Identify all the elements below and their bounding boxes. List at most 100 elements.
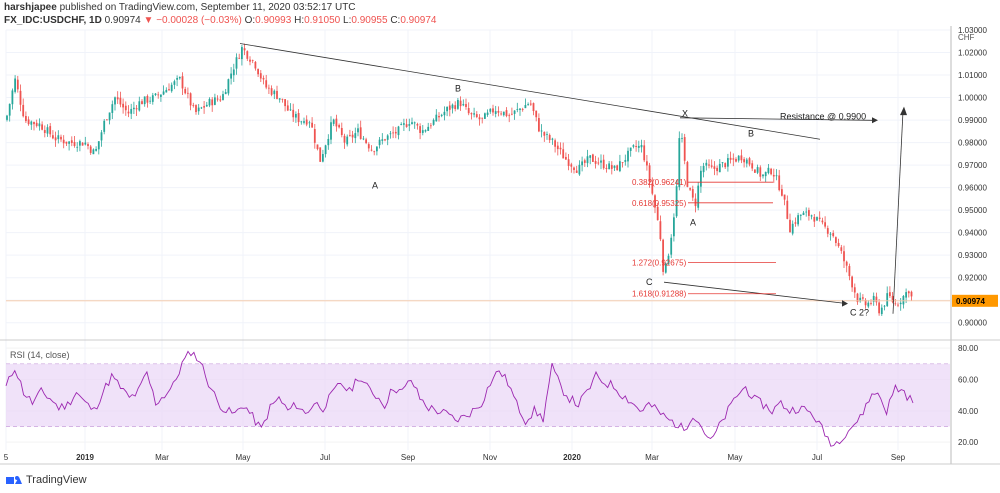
candle-body <box>713 166 716 169</box>
candle-body <box>775 175 778 177</box>
candle-body <box>613 165 616 168</box>
candle-body <box>718 163 721 173</box>
candle-body <box>829 233 832 235</box>
fib-level-label: 1.272(0.92675) <box>632 259 687 268</box>
candle-body <box>135 108 138 110</box>
candle-body <box>651 183 654 194</box>
candle-body <box>794 222 797 224</box>
candle-body <box>427 126 430 131</box>
candle-body <box>119 97 122 105</box>
candle-body <box>243 48 246 51</box>
rsi-band-fill <box>6 363 950 427</box>
candle-body <box>729 157 732 160</box>
candle-body <box>659 221 662 240</box>
candle-body <box>222 94 224 100</box>
candle-body <box>421 130 424 133</box>
candle-body <box>832 233 835 237</box>
candle-body <box>41 124 43 130</box>
candle-body <box>597 162 600 164</box>
candle-body <box>875 296 878 303</box>
candle-body <box>894 303 897 305</box>
candle-body <box>862 297 864 299</box>
candle-body <box>214 97 216 105</box>
candle-body <box>573 167 575 171</box>
candle-body <box>362 138 365 140</box>
time-axis[interactable]: 5 2019 Mar May Jul Sep Nov 2020 Mar May Jul Sep <box>4 453 906 462</box>
price-change: ▼ −0.00028 (−0.03%) <box>143 15 242 26</box>
candle-body <box>454 105 457 110</box>
high-label: H: <box>294 15 305 26</box>
candle-body <box>654 195 656 208</box>
candle-body <box>489 108 492 112</box>
candle-body <box>181 76 184 89</box>
candle-body <box>710 165 713 167</box>
candle-body <box>305 119 308 125</box>
candle-body <box>73 141 76 146</box>
candle-body <box>295 113 297 118</box>
candle-body <box>386 135 389 140</box>
candle-body <box>343 135 346 143</box>
close-value: 0.90974 <box>400 15 437 26</box>
candle-body <box>440 114 443 116</box>
candle-body <box>384 139 386 141</box>
candle-body <box>122 103 124 108</box>
candle-body <box>816 217 818 221</box>
candle-body <box>197 107 200 112</box>
candle-body <box>211 99 214 106</box>
time-tick-label: Sep <box>401 453 416 462</box>
candle-body <box>238 57 241 59</box>
candle-body <box>168 89 170 91</box>
candle-body <box>297 112 300 123</box>
candle-body <box>446 106 448 112</box>
candle-body <box>556 145 559 150</box>
candle-body <box>605 167 608 169</box>
time-tick-label: Nov <box>483 453 497 462</box>
candle-body <box>818 217 821 219</box>
rsi-indicator: RSI (14, close) <box>5 350 914 447</box>
fib-level-label: 0.618(0.95325) <box>632 199 687 208</box>
ohlc-legend: FX_IDC:USDCHF, 1D 0.90974 ▼ −0.00028 (−0… <box>4 15 436 26</box>
candle-body <box>856 293 859 303</box>
candle-body <box>473 113 475 115</box>
time-tick-label: May <box>235 453 250 462</box>
candle-body <box>721 162 724 164</box>
candle-body <box>543 132 546 136</box>
resistance-arrowhead <box>872 117 878 124</box>
candle-body <box>627 150 629 162</box>
candle-body <box>889 292 891 297</box>
candle-body <box>891 295 894 303</box>
candle-body <box>500 113 502 115</box>
candle-body <box>910 291 913 297</box>
candle-body <box>511 113 513 115</box>
candle-body <box>87 144 89 147</box>
candle-body <box>481 117 484 119</box>
trendlines <box>239 43 907 314</box>
candle-body <box>600 160 602 163</box>
candle-body <box>52 135 54 139</box>
candle-body <box>805 211 808 213</box>
candle-body <box>227 79 230 94</box>
author-name[interactable]: harshjapee <box>4 2 57 13</box>
candle-body <box>505 110 508 117</box>
lower-trendline <box>663 281 844 304</box>
candle-body <box>667 255 670 265</box>
candle-body <box>354 133 357 139</box>
candle-body <box>192 105 195 106</box>
candle-body <box>716 167 718 172</box>
symbol-label[interactable]: FX_IDC:USDCHF, 1D <box>4 15 102 26</box>
candle-body <box>772 174 775 177</box>
tradingview-logo[interactable]: TradingView <box>6 474 87 486</box>
candle-body <box>438 115 440 118</box>
price-axis[interactable]: 1.03000 1.02000 1.01000 1.00000 0.99000 0.980… <box>0 26 1000 465</box>
candle-body <box>411 122 413 125</box>
candle-body <box>189 93 192 106</box>
candle-body <box>397 126 400 136</box>
candle-body <box>176 78 178 80</box>
candle-body <box>162 91 165 95</box>
candle-body <box>848 266 851 277</box>
candle-body <box>700 170 702 187</box>
wave-label: X <box>682 108 688 118</box>
candle-body <box>324 145 327 155</box>
candle-body <box>79 141 81 146</box>
